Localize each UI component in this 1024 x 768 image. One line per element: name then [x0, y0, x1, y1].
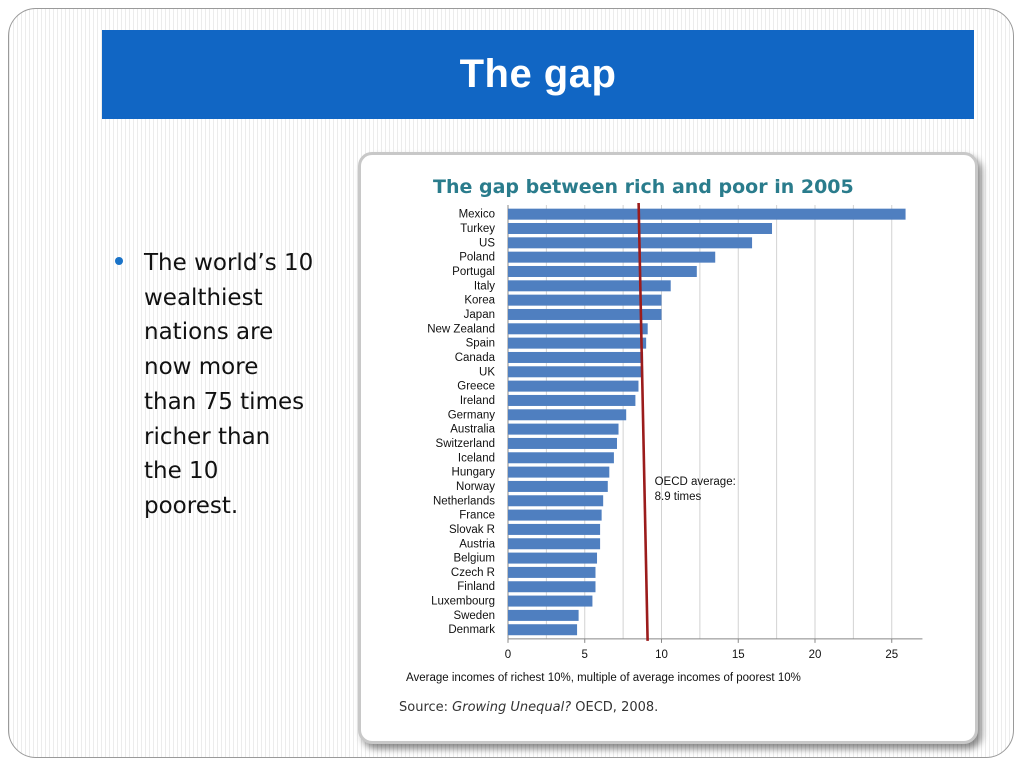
- source-prefix: Source:: [399, 700, 452, 715]
- category-label: Mexico: [459, 209, 495, 221]
- category-labels: Mexico Turkey US Poland Portugal Italy Korea Ja…: [427, 209, 495, 637]
- bar: [508, 523, 601, 535]
- tick-label: 0: [505, 649, 511, 661]
- category-label: Austria: [459, 538, 495, 550]
- x-axis-label: Average incomes of richest 10%, multiple…: [406, 672, 801, 684]
- reference-line-group: OECD average: 8.9 times: [637, 202, 736, 641]
- category-label: Denmark: [448, 624, 495, 636]
- category-label: Norway: [456, 481, 495, 493]
- category-label: Greece: [457, 381, 495, 393]
- category-label: Spain: [466, 338, 495, 350]
- chart-title: The gap between rich and poor in 2005: [433, 176, 854, 198]
- category-label: Finland: [457, 581, 495, 593]
- tick-label: 25: [885, 649, 898, 661]
- category-label: Australia: [450, 424, 495, 436]
- title-banner: The gap: [102, 30, 974, 119]
- source-title: Growing Unequal?: [452, 700, 571, 715]
- category-label: Czech R: [451, 567, 495, 579]
- bar: [508, 380, 639, 392]
- bar: [508, 495, 604, 507]
- category-label: Germany: [448, 409, 496, 421]
- category-label: Belgium: [453, 553, 495, 565]
- bar: [508, 294, 662, 306]
- category-label: Luxembourg: [431, 596, 495, 608]
- bar: [508, 452, 614, 464]
- tick-label: 20: [809, 649, 822, 661]
- bar: [508, 437, 617, 449]
- category-label: Japan: [464, 309, 495, 321]
- bar: [508, 466, 610, 478]
- x-axis-ticks: 0 5 10 15 20 25: [505, 638, 898, 661]
- bar-layer: [508, 208, 906, 636]
- bar: [508, 323, 648, 335]
- bar: [508, 337, 647, 349]
- tick-label: 10: [655, 649, 668, 661]
- bar-chart: The gap between rich and poor in 2005 Me…: [399, 176, 923, 715]
- bar: [508, 566, 596, 578]
- category-label: Italy: [474, 280, 495, 292]
- tick-label: 5: [582, 649, 588, 661]
- bar: [508, 265, 697, 277]
- category-label: Korea: [464, 295, 495, 307]
- oecd-average-label: OECD average:: [655, 476, 736, 488]
- bar: [508, 581, 596, 593]
- category-label: Switzerland: [436, 438, 495, 450]
- bar: [508, 308, 662, 320]
- bar: [508, 480, 608, 492]
- bullet-dot-icon: [115, 257, 123, 265]
- bar: [508, 409, 627, 421]
- category-label: US: [479, 237, 495, 249]
- grid-layer: [507, 205, 923, 640]
- source-note: Source: Growing Unequal? OECD, 2008.: [399, 700, 658, 715]
- category-label: Poland: [459, 252, 495, 264]
- bar: [508, 351, 644, 363]
- category-label: France: [459, 510, 495, 522]
- bar: [508, 237, 753, 249]
- oecd-average-line: [637, 202, 649, 641]
- bullet-text: The world’s 10 wealthiest nations are no…: [144, 250, 314, 519]
- source-suffix: OECD, 2008.: [571, 700, 658, 715]
- bar: [508, 552, 598, 564]
- category-label: Slovak R: [449, 524, 495, 536]
- bar: [508, 366, 644, 378]
- bar: [508, 538, 601, 550]
- bar: [508, 624, 578, 636]
- category-label: Portugal: [452, 266, 495, 278]
- bullet-list: The world’s 10 wealthiest nations are no…: [112, 246, 314, 524]
- bar: [508, 595, 593, 607]
- category-label: Sweden: [453, 610, 495, 622]
- bar: [508, 509, 602, 521]
- bar: [508, 208, 906, 220]
- category-label: Hungary: [452, 467, 496, 479]
- category-label: New Zealand: [427, 323, 495, 335]
- category-label: Canada: [455, 352, 496, 364]
- category-label: Netherlands: [433, 495, 495, 507]
- bar: [508, 609, 579, 621]
- category-label: UK: [479, 366, 495, 378]
- tick-label: 15: [732, 649, 745, 661]
- oecd-average-value: 8.9 times: [655, 491, 702, 503]
- bar: [508, 394, 636, 406]
- bar: [508, 251, 716, 263]
- chart-card: The gap between rich and poor in 2005 Me…: [358, 152, 978, 744]
- category-label: Iceland: [458, 452, 495, 464]
- bar: [508, 280, 671, 292]
- bar: [508, 423, 619, 435]
- category-label: Ireland: [460, 395, 495, 407]
- category-label: Turkey: [460, 223, 495, 235]
- slide-title: The gap: [459, 52, 617, 96]
